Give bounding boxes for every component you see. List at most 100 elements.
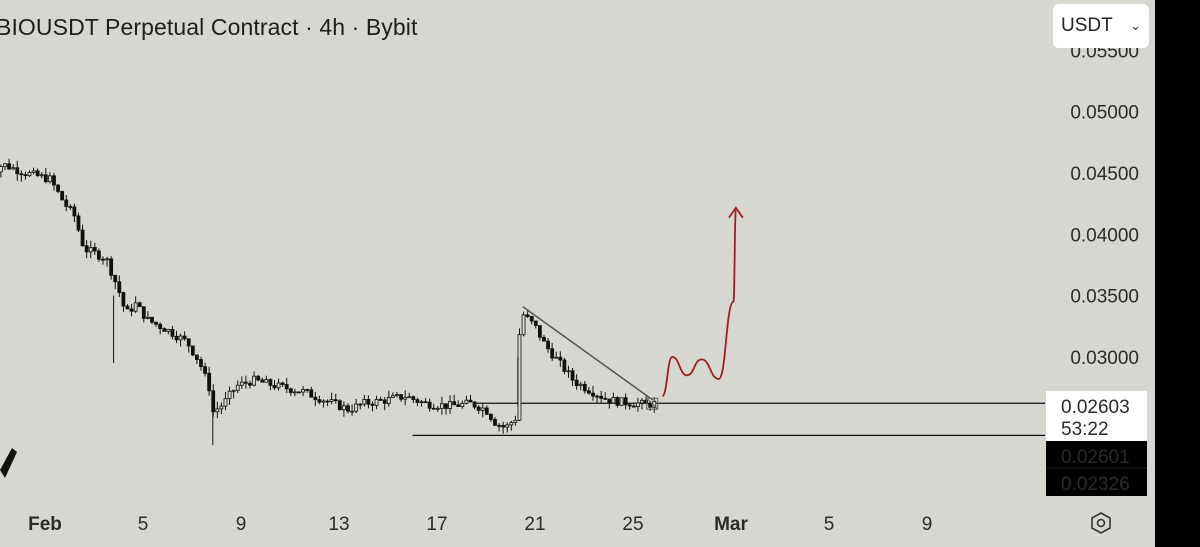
candle-body-up	[88, 247, 93, 253]
candle	[370, 401, 375, 412]
candle	[468, 394, 473, 403]
candle	[321, 399, 326, 408]
candle-body-up	[505, 424, 510, 428]
date-tick-label: 9	[236, 514, 247, 535]
candle-body-up	[578, 383, 583, 387]
candle	[121, 291, 126, 312]
candle-body-down	[76, 215, 81, 231]
candle	[325, 399, 330, 407]
candle	[390, 392, 395, 399]
candle-body-down	[550, 348, 555, 359]
candle-body-down	[444, 403, 448, 409]
candle	[145, 311, 150, 320]
candle-body-up	[439, 403, 444, 409]
candle	[231, 389, 236, 399]
candles	[0, 158, 657, 446]
candle-body-down	[190, 345, 195, 356]
candle-body-down	[533, 320, 538, 326]
countdown-label: 53:22	[1061, 419, 1109, 440]
candle-body-up	[362, 399, 367, 405]
candle	[529, 315, 534, 325]
candle	[178, 333, 183, 347]
candle	[566, 365, 571, 378]
candle	[15, 160, 20, 181]
candle-body-up	[554, 356, 559, 359]
candle	[48, 172, 52, 184]
candle	[150, 316, 154, 325]
candle-body-up	[636, 402, 640, 408]
candle	[256, 374, 261, 382]
candle-body-up	[448, 401, 452, 409]
candle	[252, 371, 256, 387]
candle	[366, 395, 371, 409]
breakout-box	[646, 397, 659, 410]
candlestick-chart[interactable]: 0.055000.050000.045000.040000.035000.030…	[0, 0, 1155, 547]
candle	[227, 386, 232, 405]
candle	[235, 380, 240, 394]
candle-body-down	[162, 328, 167, 332]
candle-body-down	[260, 379, 265, 383]
candle-body-down	[595, 395, 599, 398]
chart-title: BIOUSDT Perpetual Contract · 4h · Bybit	[0, 14, 418, 40]
candle	[56, 184, 60, 194]
candle	[170, 325, 175, 340]
candle	[615, 396, 620, 408]
candle-body-down	[382, 399, 387, 404]
candle-body-down	[627, 404, 632, 407]
candle-body-down	[68, 206, 73, 208]
candle-body-up	[145, 316, 150, 319]
candle	[386, 390, 391, 407]
candle	[423, 398, 428, 404]
candle-body-up	[611, 397, 616, 404]
candle-body-up	[460, 402, 465, 407]
candle-body-down	[158, 323, 163, 329]
candle	[301, 386, 305, 397]
candle-body-down	[182, 335, 187, 340]
candle	[268, 378, 273, 391]
settings-icon[interactable]	[1089, 511, 1113, 535]
candle	[497, 423, 501, 432]
candle	[288, 387, 293, 397]
wedge-shape	[0, 448, 17, 478]
candle-body-down	[60, 191, 65, 201]
candle-body-up	[350, 410, 354, 413]
last-price-box	[1046, 391, 1147, 441]
candle	[452, 394, 457, 406]
candle-body-up	[239, 381, 244, 386]
candle-body-down	[431, 407, 436, 410]
candle-body-up	[11, 167, 16, 170]
candle-body-down	[125, 305, 130, 310]
candle	[411, 395, 416, 404]
candle-body-down	[284, 384, 289, 390]
candle-body-down	[129, 308, 134, 312]
candle	[84, 240, 89, 259]
candle	[464, 395, 469, 405]
candle-body-down	[542, 336, 546, 342]
candle	[509, 420, 514, 431]
currency-select[interactable]: USDT ⌄	[1053, 4, 1149, 48]
candle-body-down	[52, 175, 56, 186]
candle	[97, 248, 101, 262]
candle-body-up	[517, 334, 522, 421]
candle-body-down	[456, 404, 461, 407]
candle-body-up	[133, 302, 138, 312]
candle	[407, 392, 412, 399]
candle	[174, 330, 179, 344]
candle	[521, 311, 526, 337]
candle	[525, 309, 530, 318]
candle	[333, 393, 338, 404]
projection-path	[661, 208, 737, 398]
chart-panel[interactable]: BIOUSDT Perpetual Contract · 4h · Bybit …	[0, 0, 1155, 547]
candle	[472, 401, 477, 410]
candle-body-down	[56, 184, 60, 192]
candle-body-down	[525, 314, 530, 317]
candle-body-down	[529, 316, 534, 322]
candle-body-down	[452, 401, 457, 406]
candle-body-down	[370, 403, 375, 406]
candle	[243, 375, 248, 389]
candle-body-down	[427, 401, 432, 409]
candle-body-down	[423, 401, 428, 404]
candle	[341, 401, 346, 417]
candle-body-up	[48, 175, 52, 183]
